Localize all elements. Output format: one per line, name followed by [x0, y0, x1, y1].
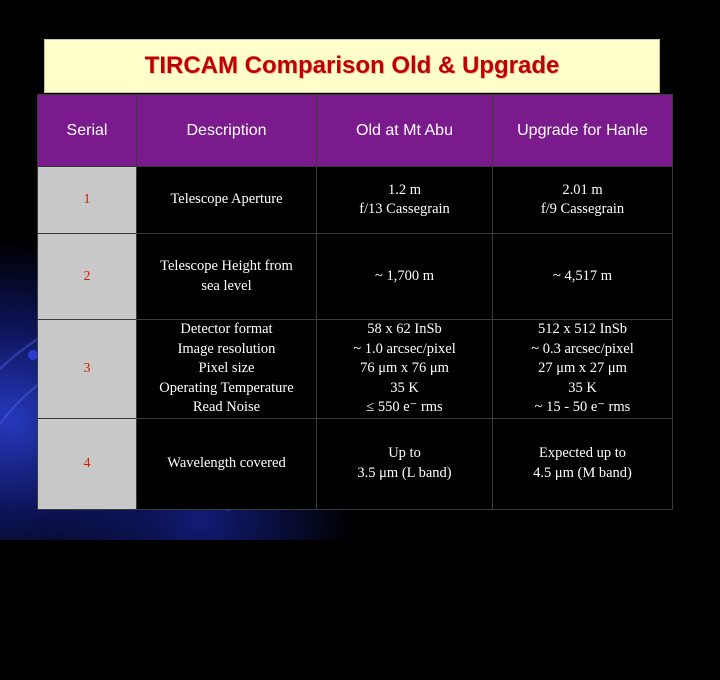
serial-cell: 1: [37, 166, 137, 234]
old-value-cell: 1.2 m f/13 Cassegrain: [316, 166, 493, 234]
old-value-cell: ~ 1,700 m: [316, 233, 493, 320]
title-box: TIRCAM Comparison Old & Upgrade: [44, 39, 660, 93]
cell-line: 76 μm x 76 μm: [360, 360, 449, 376]
old-value-cell: 58 x 62 InSb ~ 1.0 arcsec/pixel 76 μm x 76…: [316, 319, 493, 419]
cell-line: Up to: [388, 445, 421, 461]
slide-title: TIRCAM Comparison Old & Upgrade: [144, 52, 560, 79]
description-cell: Telescope Height from sea level: [136, 233, 317, 320]
cell-line: f/9 Cassegrain: [540, 201, 625, 217]
cell-line: 512 x 512 InSb: [537, 321, 628, 337]
table-row: 1 Telescope Aperture 1.2 m f/13 Cassegrain 2…: [37, 166, 673, 234]
cell-line: Wavelength covered: [167, 454, 286, 471]
cell-line: ~ 4,517 m: [553, 267, 612, 284]
cell-line: 27 μm x 27 μm: [538, 360, 627, 376]
table-row: 2 Telescope Height from sea level ~ 1,700 m…: [37, 233, 673, 320]
serial-cell: 4: [37, 417, 137, 510]
cell-line: Pixel size: [198, 360, 255, 376]
cell-line: 4.5 μm (M band): [533, 464, 632, 481]
serial-cell: 2: [37, 233, 137, 320]
cell-line: 3.5 μm (L band): [357, 464, 452, 481]
table-header-row: Serial Description Old at Mt Abu Upgrade…: [37, 94, 673, 167]
serial-cell: 3: [37, 319, 137, 419]
cell-line: ~ 1.0 arcsec/pixel: [353, 340, 456, 357]
cell-line: Operating Temperature: [159, 379, 294, 396]
description-cell: Detector format Image resolution Pixel siz…: [136, 319, 317, 419]
cell-line: ~ 1,700 m: [375, 267, 434, 284]
cell-line: Telescope Aperture: [170, 191, 283, 208]
background-dot: [28, 350, 38, 360]
cell-line: sea level: [201, 277, 252, 294]
upgrade-value-cell: Expected up to 4.5 μm (M band): [492, 417, 673, 510]
cell-line: 35 K: [568, 379, 597, 396]
header-old: Old at Mt Abu: [316, 94, 493, 167]
upgrade-value-cell: 512 x 512 InSb ~ 0.3 arcsec/pixel 27 μm x …: [492, 319, 673, 419]
cell-line: Expected up to: [539, 445, 626, 461]
cell-line: Image resolution: [177, 340, 276, 357]
cell-line: 2.01 m: [562, 181, 603, 198]
cell-line: 35 K: [390, 379, 419, 396]
header-description: Description: [136, 94, 317, 167]
upgrade-value-cell: ~ 4,517 m: [492, 233, 673, 320]
cell-line: ~ 15 - 50 e⁻ rms: [534, 399, 631, 415]
cell-line: ~ 0.3 arcsec/pixel: [531, 340, 634, 357]
cell-line: Detector format: [180, 321, 273, 337]
comparison-table: Serial Description Old at Mt Abu Upgrade…: [37, 94, 673, 510]
cell-line: 58 x 62 InSb: [367, 321, 442, 337]
cell-line: ≤ 550 e⁻ rms: [366, 399, 443, 415]
header-serial: Serial: [37, 94, 137, 167]
cell-line: Telescope Height from: [160, 258, 293, 274]
upgrade-value-cell: 2.01 m f/9 Cassegrain: [492, 166, 673, 234]
table-row: 4 Wavelength covered Up to 3.5 μm (L band) E…: [37, 417, 673, 510]
cell-line: Read Noise: [192, 399, 261, 415]
table-row: 3 Detector format Image resolution Pixel si…: [37, 319, 673, 419]
description-cell: Telescope Aperture: [136, 166, 317, 234]
cell-line: f/13 Cassegrain: [359, 201, 450, 217]
old-value-cell: Up to 3.5 μm (L band): [316, 417, 493, 510]
header-upgrade: Upgrade for Hanle: [492, 94, 673, 167]
cell-line: 1.2 m: [387, 181, 422, 198]
description-cell: Wavelength covered: [136, 417, 317, 510]
